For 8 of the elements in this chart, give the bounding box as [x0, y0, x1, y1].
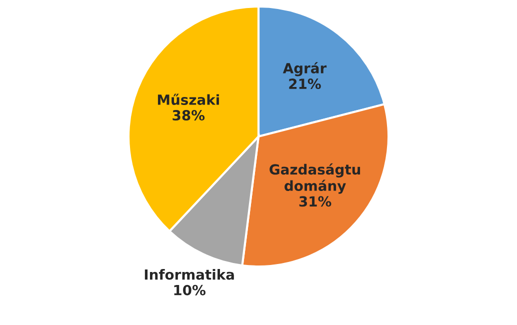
slice-label: Informatika	[144, 269, 234, 280]
slice-label: Gazdaságtu domány	[270, 163, 360, 194]
data-label: 10%	[174, 284, 206, 296]
data-label: 38%	[172, 110, 205, 121]
slice-label: Műszaki	[158, 94, 219, 105]
data-label: 31%	[299, 196, 332, 207]
data-label: 21%	[289, 78, 321, 90]
slice-label: Agrár	[282, 62, 327, 76]
